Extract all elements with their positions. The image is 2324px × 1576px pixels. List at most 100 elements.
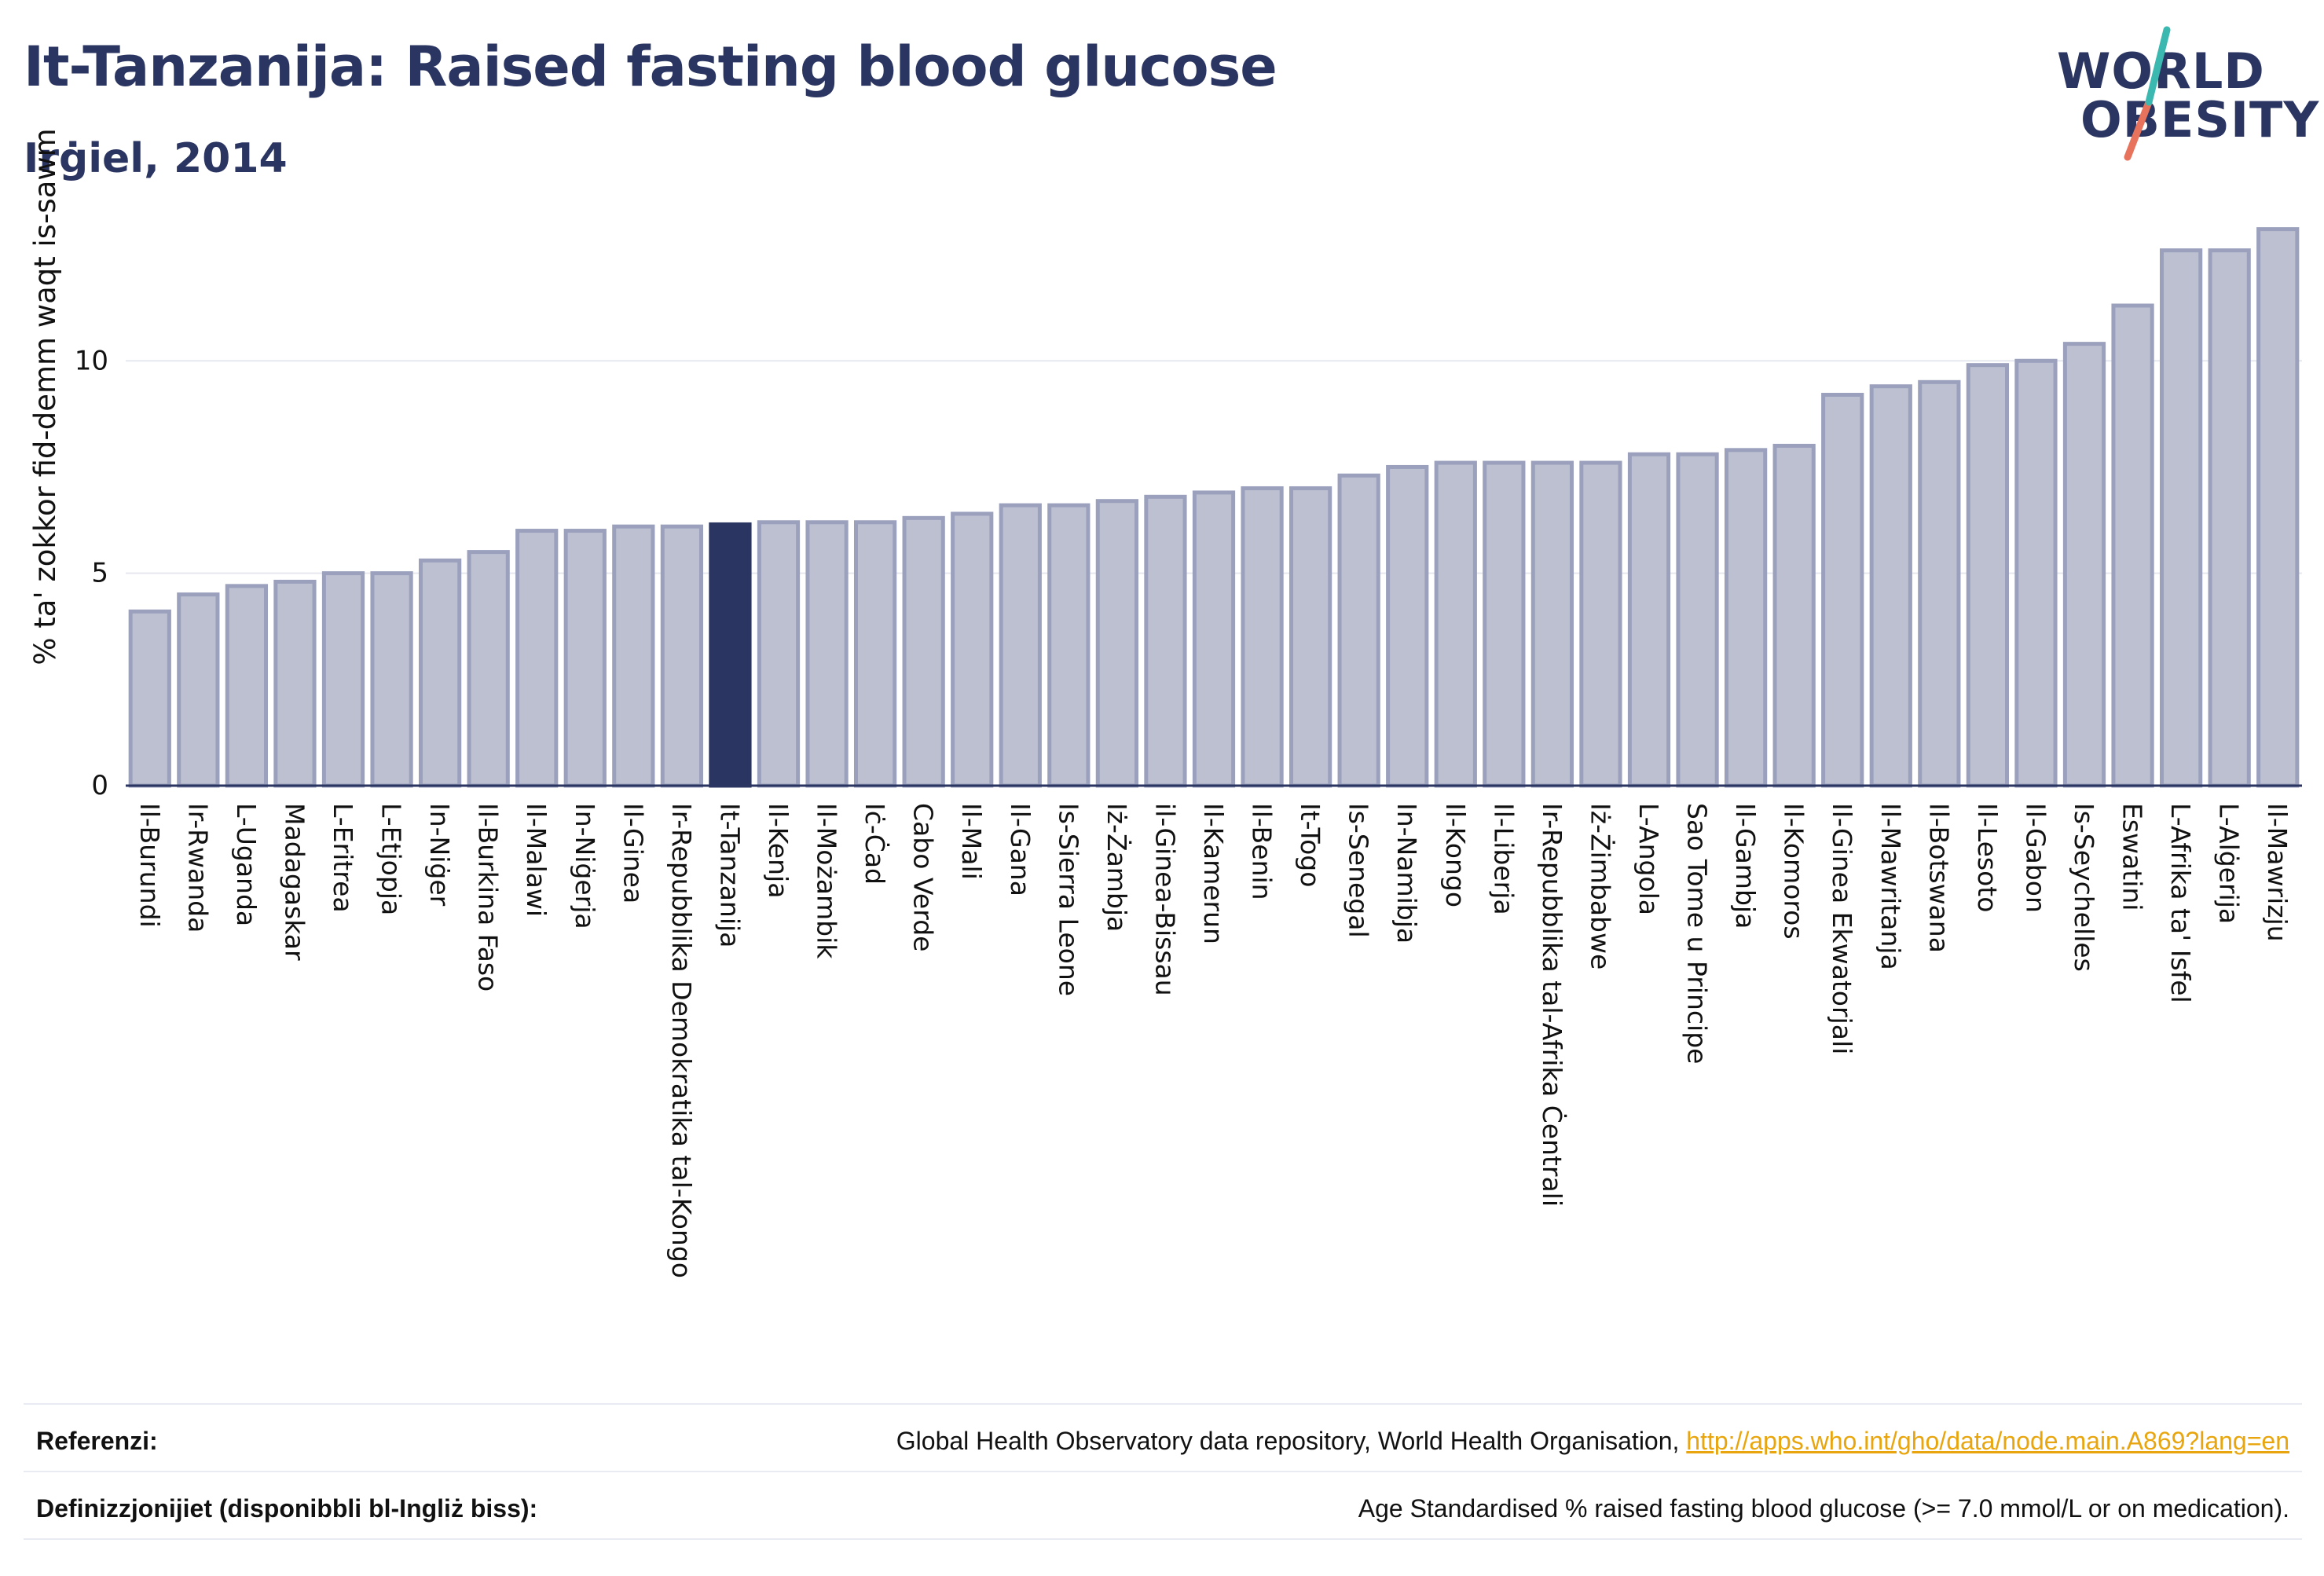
x-tick-label: Iż-Żimbabwe <box>1585 803 1615 969</box>
references-label: Referenzi: <box>36 1427 158 1455</box>
bar <box>515 529 559 788</box>
bar <box>612 524 655 788</box>
bar <box>853 520 897 788</box>
page-title: It-Tanzanija: Raised fasting blood gluco… <box>24 35 1277 99</box>
x-tick-label: Il-Burkina Faso <box>473 803 504 991</box>
footer-divider <box>24 1538 2302 1540</box>
bar <box>1337 473 1380 788</box>
x-tick-label: Il-Ginea Ekwatorjali <box>1827 803 1857 1054</box>
references-text: Global Health Observatory data repositor… <box>896 1427 1687 1455</box>
logo-line-2: OBESITY <box>2080 91 2320 148</box>
x-tick-label: Cabo Verde <box>908 803 939 951</box>
x-tick-label: Ir-Repubblika Demokratika tal-Kongo <box>666 803 697 1278</box>
x-tick-label: Il-Benin <box>1247 803 1277 900</box>
x-tick-label: L-Angola <box>1633 803 1664 915</box>
bar <box>1918 379 1961 788</box>
bar <box>2256 227 2300 788</box>
x-tick-label: Il-Malawi <box>521 803 552 917</box>
x-tick-label: Il-Kamerun <box>1198 803 1229 944</box>
bar <box>418 558 462 788</box>
x-tick-label: It-Tanzanija <box>714 803 745 947</box>
bar <box>2111 303 2154 788</box>
x-tick-label: Ir-Repubblika tal-Afrika Ċentrali <box>1537 803 1568 1207</box>
x-tick-label: Il-Gambja <box>1730 803 1761 929</box>
y-tick-label: 10 <box>75 345 108 376</box>
references-value: Global Health Observatory data repositor… <box>896 1427 2289 1456</box>
x-tick-label: L-Uganda <box>231 803 262 926</box>
logo-slash-icon <box>2124 26 2171 161</box>
bar <box>1530 460 1574 788</box>
x-tick-label: Is-Seychelles <box>2069 803 2099 972</box>
bar <box>757 520 801 788</box>
x-tick-label: Il-Gana <box>1005 803 1036 896</box>
x-tick-label: Iċ-Ċad <box>860 803 891 885</box>
bar <box>1821 393 1864 788</box>
bar <box>370 571 413 788</box>
bar <box>805 520 849 788</box>
bar <box>1047 503 1091 788</box>
bar <box>951 511 994 788</box>
bar <box>999 503 1042 788</box>
bar <box>563 529 607 788</box>
bar <box>2159 248 2203 788</box>
x-tick-label: Is-Sierra Leone <box>1053 803 1083 996</box>
bar <box>660 524 704 788</box>
x-tick-label: Iż-Żambja <box>1102 803 1132 932</box>
bar <box>1676 452 1719 788</box>
x-tick-label: Il-Lesoto <box>1972 803 2003 912</box>
bar <box>1724 448 1768 788</box>
bar <box>1579 460 1622 788</box>
bar <box>1627 452 1671 788</box>
bar <box>1869 384 1912 788</box>
bar <box>128 609 171 788</box>
bar <box>1434 460 1477 788</box>
x-tick-label: Il-Ginea <box>618 803 648 903</box>
x-tick-label: Sao Tome u Principe <box>1682 803 1713 1064</box>
references-row: Referenzi: Global Health Observatory dat… <box>24 1403 2302 1468</box>
x-tick-label: Il-Mawritanja <box>1875 803 1906 970</box>
bar <box>1095 499 1139 788</box>
bar <box>902 515 945 788</box>
bar <box>1386 464 1429 788</box>
bar <box>1772 443 1816 788</box>
x-tick-label: Il-Burundi <box>134 803 165 928</box>
x-tick-label: il-Ginea-Bissau <box>1149 803 1180 996</box>
x-tick-label: Il-Kongo <box>1440 803 1471 907</box>
x-tick-label: Il-Komoros <box>1779 803 1809 940</box>
bar <box>2208 248 2251 788</box>
definitions-row: Definizzjonijiet (disponibbli bl-Ingliż … <box>24 1471 2302 1535</box>
bar <box>1483 460 1526 788</box>
bar <box>1288 486 1332 788</box>
x-tick-label: L-Alġerija <box>2214 803 2245 924</box>
x-tick-label: Eswatini <box>2117 803 2148 911</box>
page-subtitle: Irġiel, 2014 <box>24 135 288 182</box>
bar <box>1144 494 1187 788</box>
bar <box>1966 363 2010 788</box>
world-obesity-logo: WORLD OBESITY <box>2043 24 2319 173</box>
y-tick-label: 0 <box>91 770 108 801</box>
x-tick-label: Madagaskar <box>279 803 310 961</box>
bar <box>225 584 269 788</box>
bar <box>1241 486 1284 788</box>
x-tick-label: Il-Mawrizju <box>2262 803 2293 942</box>
x-tick-label: L-Eritrea <box>328 803 358 913</box>
x-tick-label: Il-Gabon <box>2020 803 2051 913</box>
bar <box>273 579 317 788</box>
x-tick-label: L-Etjopja <box>376 803 407 915</box>
bar-highlighted <box>709 522 752 788</box>
bar <box>1192 490 1236 788</box>
bar <box>177 592 220 788</box>
x-tick-label: Il-Mali <box>956 803 987 880</box>
definitions-value: Age Standardised % raised fasting blood … <box>1358 1494 2289 1523</box>
bar <box>2014 358 2058 788</box>
x-tick-label: In-Niġer <box>424 803 455 907</box>
y-tick-label: 5 <box>91 558 108 589</box>
x-tick-label: In-Niġerja <box>570 803 600 929</box>
references-link[interactable]: http://apps.who.int/gho/data/node.main.A… <box>1686 1427 2289 1455</box>
y-axis-label: % ta' zokkor fid-demm waqt is-sawm <box>28 128 62 665</box>
x-tick-label: Ir-Rwanda <box>182 803 213 933</box>
definitions-label: Definizzjonijiet (disponibbli bl-Ingliż … <box>36 1494 538 1523</box>
x-tick-label: In-Namibja <box>1391 803 1422 944</box>
bar <box>2062 342 2106 788</box>
x-tick-label: Il-Botswana <box>1923 803 1954 953</box>
